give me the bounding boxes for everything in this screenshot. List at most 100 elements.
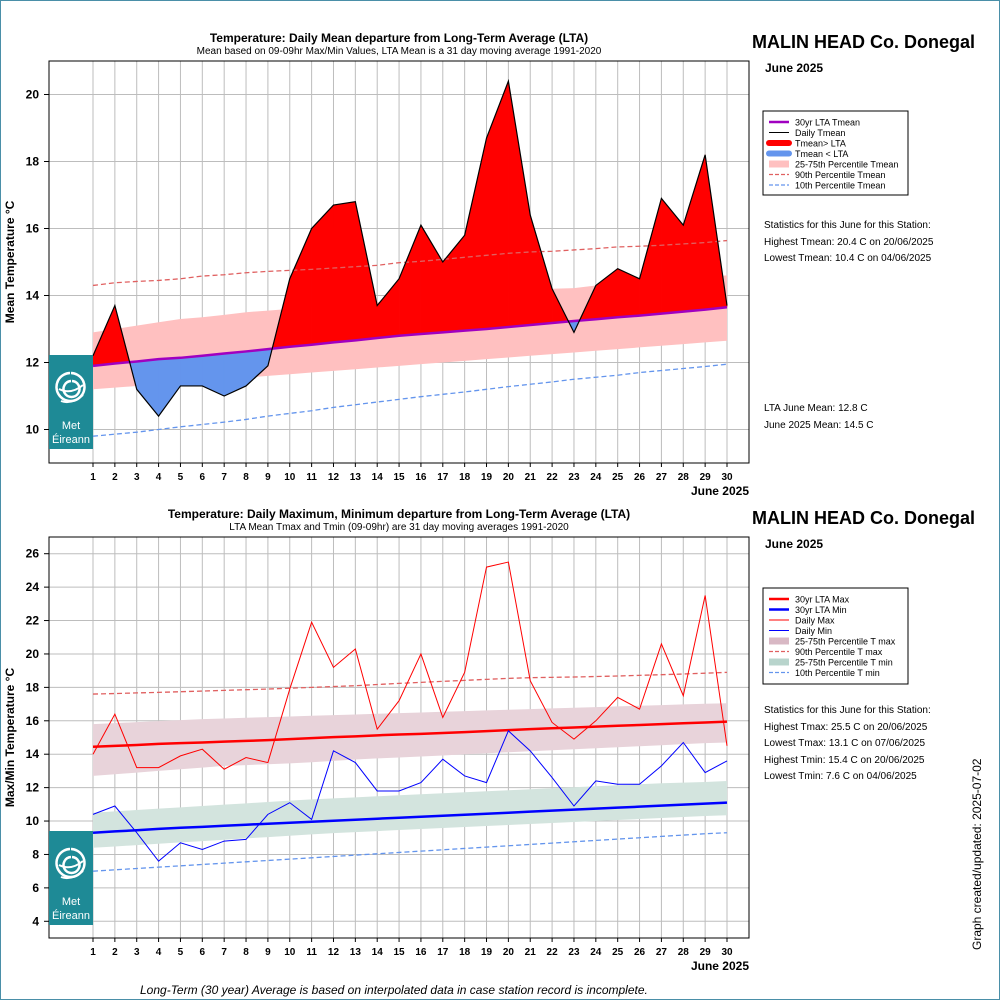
x-tick-label: 16 (415, 947, 427, 958)
stats-line: Lowest Tmean: 10.4 C on 04/06/2025 (764, 253, 932, 264)
lta-mean: LTA June Mean: 12.8 C (764, 403, 868, 414)
x-tick-label: 28 (678, 472, 690, 483)
x-tick-label: 11 (306, 947, 317, 958)
daily-max-line (92, 561, 728, 770)
legend-label: Daily Min (795, 626, 832, 636)
y-tick-label: 26 (26, 547, 40, 561)
legend-label: 30yr LTA Min (795, 605, 847, 615)
tmean-above-lta-fill (639, 198, 662, 316)
x-tick-label: 9 (265, 472, 271, 483)
y-axis-label: Max/Min Temperature °C (3, 668, 17, 808)
x-tick-label: 2 (112, 947, 118, 958)
chart-subtitle: LTA Mean Tmax and Tmin (09-09hr) are 31 … (229, 522, 569, 533)
tmean-above-lta-fill (617, 268, 640, 318)
y-tick-label: 24 (26, 580, 40, 594)
tmean-below-lta-fill (180, 355, 203, 387)
stats-heading-top: Statistics for this June for this Statio… (764, 220, 931, 231)
x-tick-label: 17 (437, 947, 449, 958)
x-tick-label: 9 (265, 947, 271, 958)
tmean-above-lta-fill (683, 154, 706, 312)
legend-label: Daily Tmean (795, 128, 845, 138)
logo-text-met: Met (62, 420, 80, 432)
tmean-above-lta-fill (420, 224, 444, 335)
x-tick-label: 14 (372, 472, 384, 483)
tmean-above-lta-fill (333, 201, 356, 343)
y-tick-label: 6 (32, 881, 39, 895)
x-tick-label: 28 (678, 947, 690, 958)
stats-line: Lowest Tmin: 7.6 C on 04/06/2025 (764, 771, 917, 782)
tmean-above-lta-fill (289, 228, 312, 348)
x-tick-label: 24 (590, 947, 602, 958)
legend-label: 90th Percentile T max (795, 647, 883, 657)
tmean-above-lta-fill (442, 234, 465, 333)
legend-label: 25-75th Percentile Tmean (795, 160, 898, 170)
x-tick-label: 5 (178, 947, 184, 958)
legend-label: 10th Percentile T min (795, 668, 880, 678)
y-tick-label: 20 (26, 88, 40, 102)
tmean-above-lta-fill (355, 201, 378, 341)
x-tick-label: 27 (656, 472, 668, 483)
lta-tmean-line (92, 305, 728, 368)
logo-text-eireann: Éireann (52, 909, 90, 922)
tmean-above-lta-fill (529, 215, 553, 326)
period-label-bottom: June 2025 (765, 537, 824, 551)
y-tick-label: 14 (26, 747, 40, 761)
tmean-above-lta-fill (398, 225, 422, 336)
x-tick-label: 30 (721, 472, 733, 483)
x-tick-label: 6 (200, 472, 206, 483)
stats-line: Highest Tmin: 15.4 C on 20/06/2025 (764, 754, 925, 766)
legend-label: 25-75th Percentile T min (795, 658, 893, 668)
tmean-below-lta-fill (158, 357, 181, 417)
y-tick-label: 10 (26, 814, 40, 828)
x-tick-label: 25 (612, 947, 624, 958)
y-tick-label: 22 (26, 614, 40, 628)
y-tick-label: 4 (32, 914, 39, 928)
x-tick-label: 24 (590, 472, 602, 483)
x-axis-label: June 2025 (691, 959, 749, 973)
chart-subtitle: Mean based on 09-09hr Max/Min Values, LT… (197, 46, 602, 57)
x-tick-label: 20 (503, 947, 515, 958)
x-tick-label: 8 (243, 947, 249, 958)
tmean-above-lta-fill (464, 137, 487, 331)
chart-panel-2: Temperature: Daily Maximum, Minimum depa… (3, 507, 909, 973)
station-name-bottom: MALIN HEAD Co. Donegal (752, 508, 975, 528)
tmin-percentile-band (93, 780, 727, 848)
y-tick-label: 12 (26, 781, 40, 795)
x-tick-label: 30 (721, 947, 733, 958)
x-tick-label: 17 (437, 472, 449, 483)
x-tick-label: 16 (415, 472, 427, 483)
tmean-above-lta-fill (595, 268, 618, 320)
y-tick-label: 12 (26, 356, 40, 370)
logo-wave-icon (58, 384, 84, 404)
x-tick-label: 18 (459, 947, 471, 958)
x-tick-label: 29 (700, 947, 712, 958)
tmean-above-lta-fill (376, 278, 400, 339)
legend-label: 25-75th Percentile T max (795, 637, 896, 647)
x-tick-label: 22 (547, 947, 559, 958)
x-tick-label: 3 (134, 472, 140, 483)
tmean-below-lta-fill (136, 358, 159, 417)
tmean-below-lta-fill (202, 353, 225, 397)
x-tick-label: 2 (112, 472, 118, 483)
logo-text-met: Met (62, 896, 80, 908)
tmax-percentile-band (93, 703, 727, 776)
y-axis-label: Mean Temperature °C (3, 200, 17, 323)
x-tick-label: 10 (284, 947, 296, 958)
x-tick-label: 19 (481, 472, 493, 483)
x-tick-label: 21 (525, 947, 537, 958)
legend-label: 30yr LTA Tmean (795, 118, 860, 128)
x-tick-label: 1 (90, 947, 96, 958)
tmean-below-lta-fill (245, 348, 269, 387)
legend-label: Tmean < LTA (795, 149, 848, 159)
chart-title: Temperature: Daily Mean departure from L… (210, 31, 588, 45)
legend-label: Tmean> LTA (795, 139, 846, 149)
tmean-above-lta-fill (508, 81, 531, 328)
daily-tmean-line (92, 78, 728, 418)
y-tick-label: 8 (32, 847, 39, 861)
graph-updated-date: Graph created/updated: 2025-07-02 (970, 758, 984, 950)
stats-block-bottom: Statistics for this June for this Statio… (764, 703, 931, 786)
y-tick-label: 18 (26, 680, 40, 694)
